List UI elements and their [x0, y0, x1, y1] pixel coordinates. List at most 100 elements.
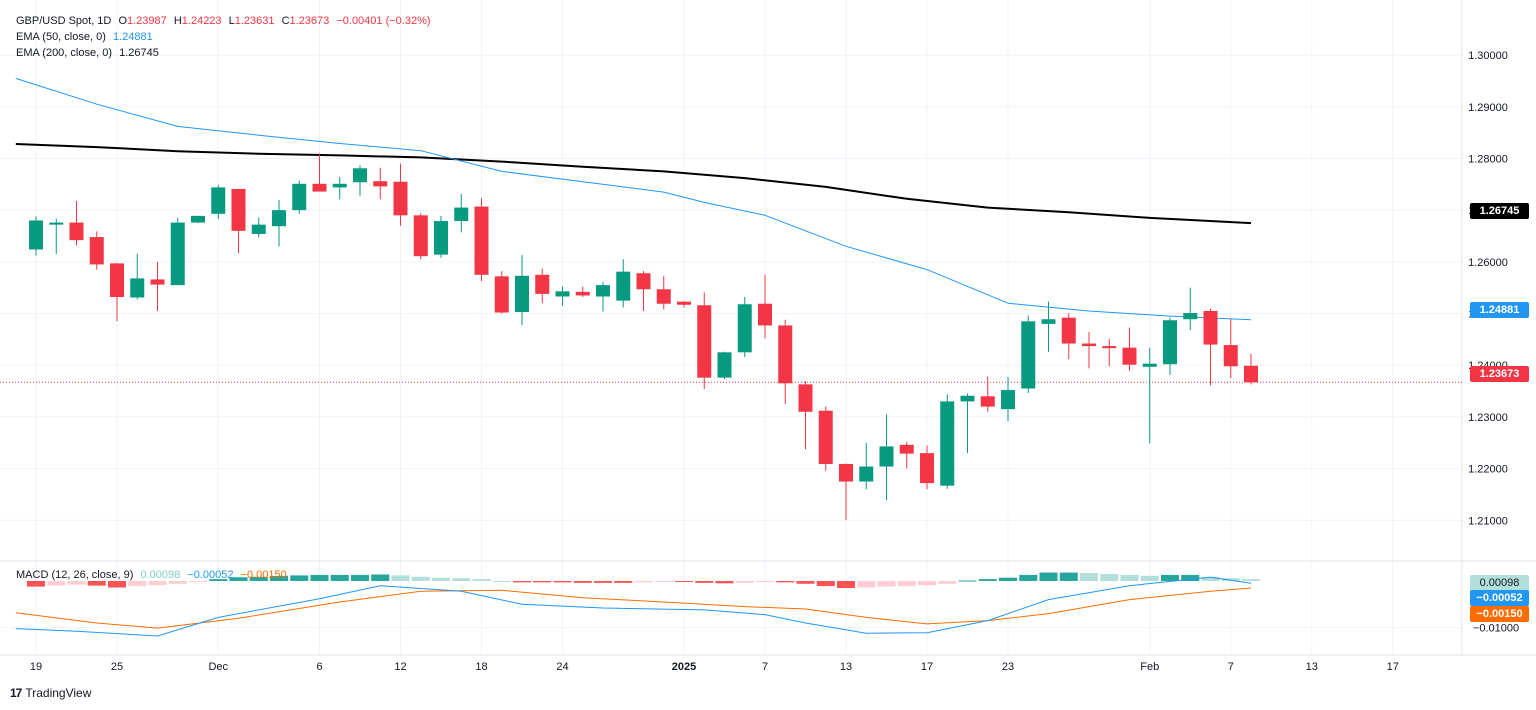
- x-tick-label: 19: [30, 661, 42, 673]
- candle: [89, 231, 104, 270]
- ema200-legend: EMA (200, close, 0) 1.26745: [16, 45, 163, 61]
- y-tick-label: 1.29000: [1468, 102, 1508, 114]
- candle: [251, 217, 266, 238]
- candle: [980, 376, 995, 412]
- macd-histogram-bar: [330, 574, 349, 581]
- candle-body: [1041, 319, 1056, 324]
- candle-body: [474, 206, 489, 275]
- candle: [1244, 353, 1258, 385]
- macd-histogram-bar: [1039, 572, 1058, 581]
- candle: [778, 319, 793, 405]
- macd-histogram-bar: [290, 575, 309, 581]
- macd-histogram-bar: [695, 580, 714, 583]
- candle: [575, 286, 590, 298]
- x-tick-label: Feb: [1140, 661, 1159, 673]
- candle: [231, 188, 246, 254]
- macd-signal-value: −0.00150: [240, 569, 287, 581]
- candle: [697, 292, 712, 390]
- candle: [596, 282, 610, 312]
- y-tick-label: 1.22000: [1468, 464, 1508, 476]
- x-tick-label: 13: [1306, 661, 1318, 673]
- candle-body: [1001, 390, 1015, 410]
- macd-histogram-bar: [270, 575, 288, 581]
- candle-body: [272, 210, 286, 227]
- macd-hist-tag: 0.00098: [1470, 575, 1529, 591]
- macd-histogram-bar: [918, 580, 936, 586]
- macd-histogram-bar: [735, 580, 754, 583]
- last-price-tag: 1.23673: [1470, 366, 1529, 382]
- macd-signal-path: [15, 587, 1252, 629]
- candle-body: [596, 285, 610, 297]
- macd-histogram-bar: [1059, 572, 1078, 581]
- macd-histogram-bar: [351, 574, 369, 581]
- macd-histogram-bar: [1019, 574, 1038, 581]
- candle: [454, 194, 469, 233]
- macd-line-tag: −0.00052: [1470, 590, 1529, 606]
- candle: [494, 271, 509, 314]
- candle: [1203, 308, 1218, 386]
- macd-histogram-bar: [108, 580, 126, 588]
- candle-body: [29, 220, 43, 250]
- open-value: 1.23987: [127, 15, 167, 27]
- candle: [940, 394, 955, 489]
- candle-body: [920, 453, 934, 484]
- candle-body: [434, 221, 448, 255]
- macd-line-value: −0.00052: [187, 569, 234, 581]
- candle-body: [677, 301, 691, 305]
- macd-histogram-bar: [432, 577, 450, 581]
- macd-histogram-bar: [533, 580, 552, 583]
- candle-body: [393, 181, 408, 216]
- x-tick-label: 25: [111, 661, 123, 673]
- candle-body: [89, 237, 104, 265]
- low-label: L: [228, 15, 235, 27]
- macd-histogram-bar: [897, 580, 916, 587]
- macd-histogram-bar: [87, 580, 106, 586]
- macd-histogram-bar: [452, 578, 471, 581]
- candle: [535, 268, 550, 304]
- macd-histogram-bar: [411, 576, 430, 581]
- candle-body: [413, 215, 428, 257]
- brand-name: TradingView: [25, 686, 92, 700]
- candle-body: [778, 325, 793, 384]
- candle: [1122, 327, 1137, 371]
- macd-histogram-bar: [1140, 575, 1159, 581]
- macd-legend: MACD (12, 26, close, 9) 0.00098 −0.00052…: [16, 567, 291, 583]
- change-value: −0.00401 (−0.32%): [336, 15, 431, 27]
- candle-body: [1244, 365, 1258, 383]
- candle: [818, 406, 833, 471]
- candle: [677, 301, 691, 308]
- candle-body: [292, 183, 307, 211]
- candle-body: [231, 188, 246, 231]
- candle: [515, 255, 529, 326]
- candle-body: [879, 446, 894, 467]
- y-tick-label: 1.26000: [1468, 257, 1508, 269]
- candle: [758, 274, 772, 339]
- macd-histogram-bar: [492, 580, 511, 582]
- candle: [879, 414, 894, 501]
- macd-histogram-bar: [391, 575, 410, 581]
- macd-histogram-bar: [634, 580, 653, 583]
- candle: [798, 381, 813, 449]
- macd-histogram-bar: [594, 580, 612, 583]
- tradingview-brand[interactable]: 17 TradingView: [10, 686, 91, 700]
- macd-histogram-bar: [472, 579, 491, 581]
- candle-body: [616, 271, 631, 301]
- ema50-line: [15, 77, 1252, 321]
- candle-body: [798, 384, 813, 412]
- candle-body: [494, 276, 509, 313]
- candle-body: [758, 303, 772, 326]
- candle: [859, 442, 874, 490]
- candle: [474, 198, 489, 281]
- macd-histogram-bar: [776, 580, 795, 583]
- candle: [413, 213, 428, 260]
- candle-body: [1061, 317, 1076, 344]
- macd-signal-tag: −0.00150: [1470, 606, 1529, 622]
- candle-body: [332, 183, 347, 188]
- candle: [737, 297, 752, 357]
- candle: [353, 165, 367, 196]
- high-value: 1.24223: [181, 15, 222, 27]
- candle: [211, 184, 226, 219]
- candle: [332, 177, 347, 200]
- candle-body: [899, 444, 914, 454]
